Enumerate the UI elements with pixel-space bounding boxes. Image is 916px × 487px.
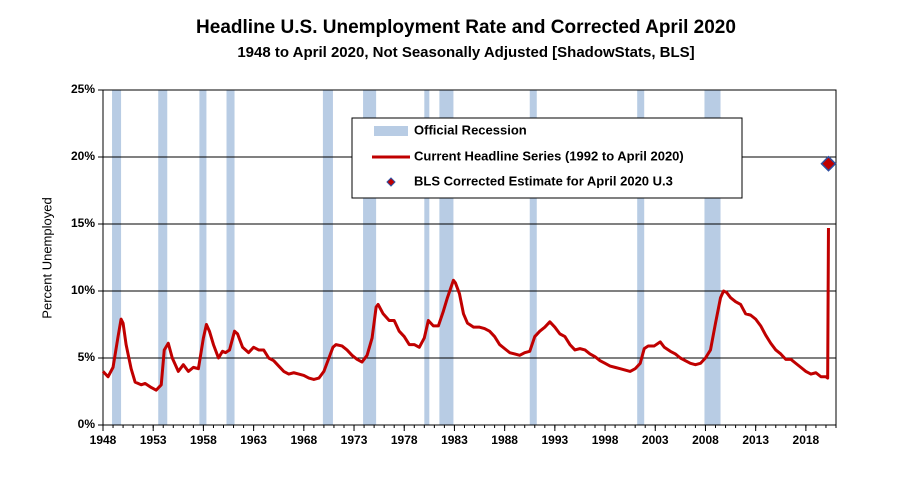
- x-tick-label: 1988: [491, 433, 518, 447]
- x-tick-label: 1978: [391, 433, 418, 447]
- x-tick-label: 1968: [290, 433, 317, 447]
- legend-swatch: [374, 126, 408, 136]
- y-tick-label: 5%: [78, 350, 96, 364]
- x-tick-label: 2003: [642, 433, 669, 447]
- recession-band: [199, 90, 207, 425]
- x-tick-label: 2013: [742, 433, 769, 447]
- chart-subtitle: 1948 to April 2020, Not Seasonally Adjus…: [237, 44, 694, 61]
- y-tick-label: 25%: [71, 82, 95, 96]
- y-tick-label: 0%: [78, 417, 96, 431]
- legend-label: Official Recession: [414, 122, 527, 137]
- recession-band: [424, 90, 430, 425]
- legend-box: [351, 117, 743, 199]
- x-tick-label: 1953: [140, 433, 167, 447]
- x-tick-label: 1963: [240, 433, 267, 447]
- y-tick-label: 20%: [71, 149, 95, 163]
- chart-title: Headline U.S. Unemployment Rate and Corr…: [196, 17, 736, 38]
- recession-band: [226, 90, 235, 425]
- x-tick-label: 1983: [441, 433, 468, 447]
- x-tick-label: 1958: [190, 433, 217, 447]
- y-axis-label: Percent Unemployed: [39, 197, 54, 318]
- y-tick-label: 15%: [71, 216, 95, 230]
- legend-label: BLS Corrected Estimate for April 2020 U.…: [414, 173, 673, 188]
- recession-band: [158, 90, 168, 425]
- y-tick-label: 10%: [71, 283, 95, 297]
- estimate-point: [820, 155, 837, 172]
- recession-band: [112, 90, 122, 425]
- plot-frame: [102, 89, 837, 426]
- recession-band: [637, 90, 645, 425]
- line-series: [101, 228, 830, 392]
- x-tick-label: 1948: [90, 433, 117, 447]
- x-tick-label: 1998: [592, 433, 619, 447]
- x-tick-label: 1993: [541, 433, 568, 447]
- legend-swatch: [386, 177, 396, 187]
- x-tick-label: 2018: [793, 433, 820, 447]
- recession-band: [322, 90, 333, 425]
- legend-label: Current Headline Series (1992 to April 2…: [414, 148, 684, 163]
- x-tick-label: 2008: [692, 433, 719, 447]
- recession-band: [529, 90, 537, 425]
- x-tick-label: 1973: [341, 433, 368, 447]
